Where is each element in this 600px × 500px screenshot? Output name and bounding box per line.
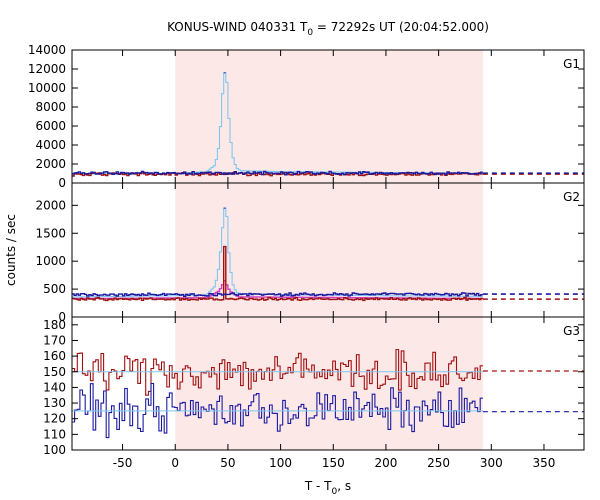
x-tick-label: 100 [269,456,292,470]
panel-frame [71,316,585,451]
series-blue [72,382,483,439]
y-tick-label: 130 [43,396,66,410]
panel-label: G1 [563,57,580,71]
series-red [72,245,483,302]
panel-g2-series [72,207,584,302]
x-tick-label: 300 [480,456,503,470]
y-tick-label: 100 [43,443,66,457]
y-tick-label: 120 [43,412,66,426]
panel-label: G3 [563,324,580,338]
highlight-layer [175,50,483,450]
y-tick-label: 0 [58,176,66,190]
text-layer: 02000400060008000100001200014000G1050010… [4,20,580,497]
panel-g3-series [72,348,584,439]
series-blue [72,170,483,176]
x-axis-label: T - T0, s [304,479,351,497]
series-blue [72,292,483,298]
y-tick-label: 180 [43,318,66,332]
frame-layer [71,49,585,451]
y-tick-label: 150 [43,365,66,379]
y-tick-label: 2000 [35,198,66,212]
y-tick-label: 140 [43,380,66,394]
x-tick-label: 0 [171,456,179,470]
x-tick-label: 200 [374,456,397,470]
y-tick-label: 8000 [35,100,66,114]
y-tick-label: 1500 [35,226,66,240]
highlight-interval [175,50,483,183]
y-tick-label: 2000 [35,157,66,171]
x-tick-label: -50 [113,456,133,470]
chart-title: KONUS-WIND 040331 T0 = 72292s UT (20:04:… [167,20,489,38]
y-tick-label: 10000 [28,81,66,95]
y-tick-label: 1000 [35,254,66,268]
x-tick-label: 350 [533,456,556,470]
y-axis-label: counts / sec [4,214,18,286]
y-tick-label: 500 [43,282,66,296]
highlight-interval [175,317,483,450]
series-red [72,348,483,396]
y-tick-label: 170 [43,333,66,347]
y-tick-label: 4000 [35,138,66,152]
y-tick-label: 110 [43,427,66,441]
x-tick-label: 50 [220,456,235,470]
panel-label: G2 [563,190,580,204]
x-tick-label: 250 [427,456,450,470]
x-tick-label: 150 [322,456,345,470]
y-tick-label: 6000 [35,119,66,133]
data-layer [72,72,584,439]
y-tick-label: 14000 [28,43,66,57]
y-tick-label: 12000 [28,62,66,76]
y-tick-label: 160 [43,349,66,363]
y-tick-label: 0 [58,310,66,324]
panel-g1-series [72,72,584,177]
